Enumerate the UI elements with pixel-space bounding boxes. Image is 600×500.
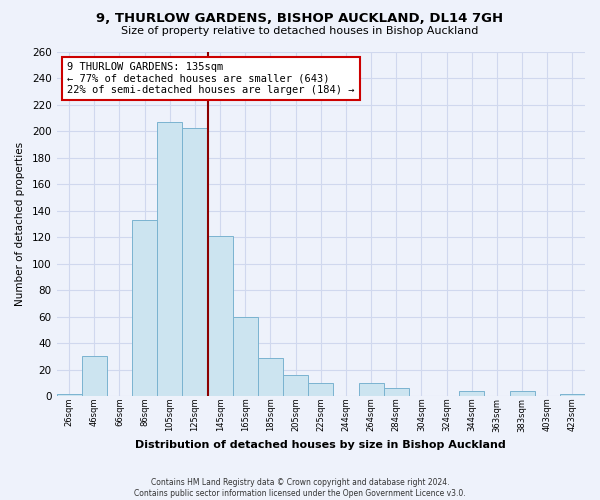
Text: 9, THURLOW GARDENS, BISHOP AUCKLAND, DL14 7GH: 9, THURLOW GARDENS, BISHOP AUCKLAND, DL1…	[97, 12, 503, 26]
Bar	[208, 236, 233, 396]
Bar	[82, 356, 107, 397]
Bar	[359, 383, 383, 396]
Bar	[560, 394, 585, 396]
Bar	[308, 383, 334, 396]
Bar	[233, 316, 258, 396]
Bar	[182, 128, 208, 396]
Bar	[383, 388, 409, 396]
Y-axis label: Number of detached properties: Number of detached properties	[15, 142, 25, 306]
Text: Size of property relative to detached houses in Bishop Auckland: Size of property relative to detached ho…	[121, 26, 479, 36]
Bar	[459, 391, 484, 396]
Bar	[509, 391, 535, 396]
Text: Contains HM Land Registry data © Crown copyright and database right 2024.
Contai: Contains HM Land Registry data © Crown c…	[134, 478, 466, 498]
Bar	[258, 358, 283, 397]
Bar	[132, 220, 157, 396]
Bar	[157, 122, 182, 396]
Bar	[56, 394, 82, 396]
Bar	[283, 375, 308, 396]
X-axis label: Distribution of detached houses by size in Bishop Auckland: Distribution of detached houses by size …	[136, 440, 506, 450]
Text: 9 THURLOW GARDENS: 135sqm
← 77% of detached houses are smaller (643)
22% of semi: 9 THURLOW GARDENS: 135sqm ← 77% of detac…	[67, 62, 355, 95]
